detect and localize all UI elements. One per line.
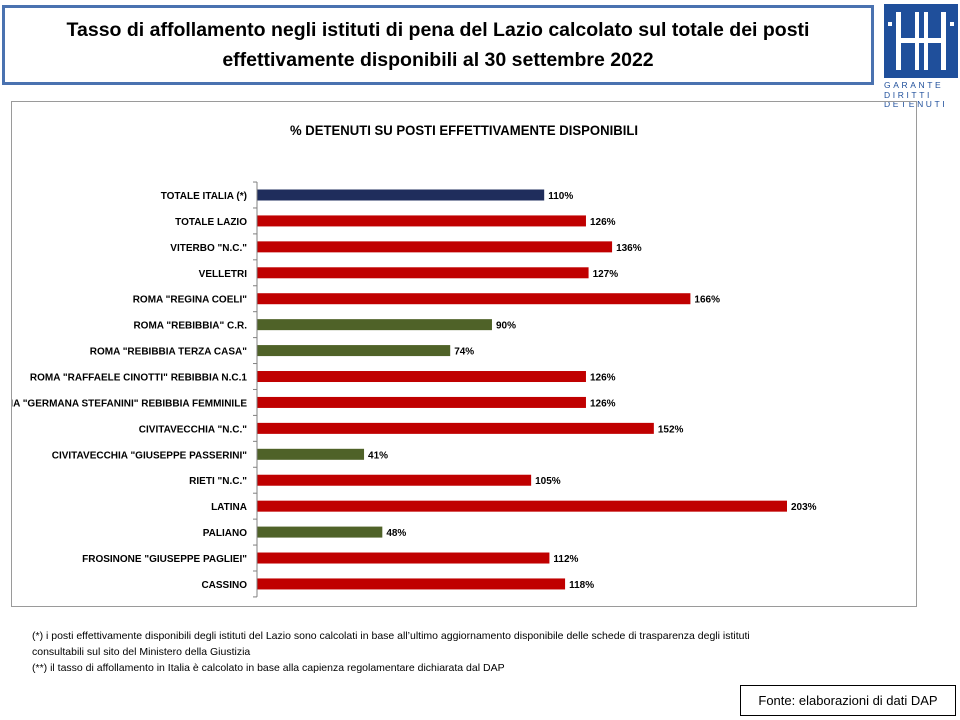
category-label: ROMA "REGINA COELI" [133,295,248,306]
bar [257,319,492,331]
page-title: Tasso di affollamento negli istituti di … [28,15,848,75]
bar [257,552,550,564]
logo-emblem [884,4,958,78]
garante-logo: GARANTE DIRITTI DETENUTI [882,4,960,110]
value-label: 112% [553,554,578,565]
category-label: LATINA [211,502,247,513]
page-title-line-1: Tasso di affollamento negli istituti di … [66,19,810,41]
page-title-line-2: effettivamente disponibili al 30 settemb… [222,49,654,71]
logo-line-2: DIRITTI [884,89,932,100]
value-label: 126% [590,373,616,384]
value-label: 152% [658,424,684,435]
logo-line-1: GARANTE [884,80,944,90]
value-label: 126% [590,398,616,409]
category-label: ROMA "RAFFAELE CINOTTI" REBIBBIA N.C.1 [30,373,248,384]
bar [257,578,566,590]
bar [257,500,787,512]
category-label: ROMA "REBIBBIA" C.R. [133,321,247,332]
footnote-2: consultabili sul sito del Ministero dell… [32,646,251,658]
value-label: 74% [454,347,474,358]
category-label: ROMA "GERMANA STEFANINI" REBIBBIA FEMMIN… [12,398,247,409]
logo-line-3: DETENUTI [884,99,948,109]
logo-wordmark: GARANTE DIRITTI DETENUTI [884,80,960,110]
value-label: 166% [694,295,720,306]
bar [257,189,545,201]
value-label: 110% [548,191,573,202]
bar [257,371,586,383]
bar [257,215,586,227]
value-label: 105% [535,476,561,487]
value-label: 136% [616,243,642,254]
bar [257,293,691,305]
category-label: CIVITAVECCHIA "GIUSEPPE PASSERINI" [52,450,248,461]
bar-chart: % DETENUTI SU POSTI EFFETTIVAMENTE DISPO… [12,122,817,598]
category-label: CASSINO [201,580,247,591]
source-box: Fonte: elaborazioni di dati DAP [740,685,956,716]
category-label: FROSINONE "GIUSEPPE PAGLIEI" [82,554,247,565]
category-label: VELLETRI [199,269,248,280]
title-box: Tasso di affollamento negli istituti di … [2,5,874,85]
footnote-1: (*) i posti effettivamente disponibili d… [32,630,750,642]
chart-title: % DETENUTI SU POSTI EFFETTIVAMENTE DISPO… [290,122,638,138]
value-label: 48% [386,528,406,539]
chart-frame: % DETENUTI SU POSTI EFFETTIVAMENTE DISPO… [11,101,917,607]
category-label: VITERBO "N.C." [170,243,247,254]
value-label: 127% [593,269,619,280]
footnotes: (*) i posti effettivamente disponibili d… [32,628,932,676]
bar [257,526,383,538]
value-label: 90% [496,321,516,332]
footnote-3: (**) il tasso di affollamento in Italia … [32,662,505,674]
bar [257,422,654,434]
category-label: TOTALE LAZIO [175,217,247,228]
bar [257,448,365,460]
category-label: TOTALE ITALIA (*) [161,191,247,202]
value-label: 41% [368,450,388,461]
bar [257,345,451,357]
logo-emblem-icon [884,4,958,78]
category-label: PALIANO [203,528,247,539]
value-label: 203% [791,502,817,513]
bar [257,474,532,486]
value-label: 118% [569,580,594,591]
category-label: CIVITAVECCHIA "N.C." [139,424,247,435]
category-label: RIETI "N.C." [189,476,247,487]
category-label: ROMA "REBIBBIA TERZA CASA" [90,347,248,358]
bar [257,267,589,279]
value-label: 126% [590,217,616,228]
bar [257,396,586,408]
bar [257,241,613,253]
source-text: Fonte: elaborazioni di dati DAP [758,693,938,708]
